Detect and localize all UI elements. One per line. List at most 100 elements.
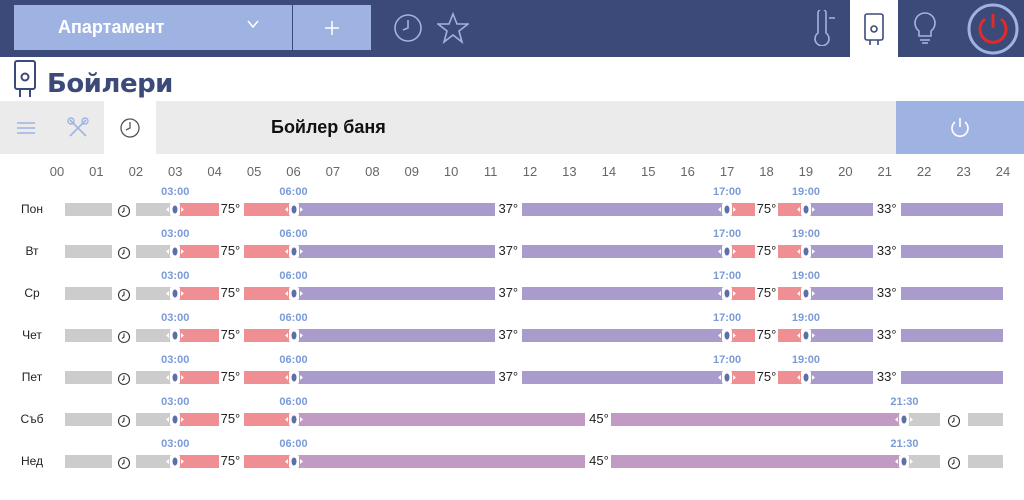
schedule-segment-grey[interactable] [64, 329, 113, 342]
schedule-segment-purple[interactable] [900, 203, 1003, 216]
drag-handle-icon[interactable] [796, 287, 815, 300]
drag-handle-icon[interactable] [718, 245, 737, 258]
schedule-segment-purple[interactable] [805, 287, 873, 300]
schedule-segment-grey[interactable] [64, 287, 113, 300]
schedule-segment-purple[interactable] [293, 329, 495, 342]
schedule-segment-purple[interactable] [522, 203, 728, 216]
schedule-segment-grey[interactable] [904, 455, 940, 468]
drag-handle-icon[interactable] [718, 371, 737, 384]
schedule-segment-grey[interactable] [64, 371, 113, 384]
schedule-segment-grey[interactable] [904, 413, 940, 426]
drag-handle-icon[interactable] [895, 455, 914, 468]
settings-button[interactable] [52, 101, 104, 154]
schedule-segment-red[interactable] [727, 329, 755, 342]
schedule-segment-grey[interactable] [135, 455, 176, 468]
drag-handle-icon[interactable] [166, 203, 185, 216]
schedule-segment-red[interactable] [727, 287, 755, 300]
drag-handle-icon[interactable] [166, 455, 185, 468]
schedule-segment-red[interactable] [175, 287, 219, 300]
schedule-segment-red[interactable] [778, 329, 806, 342]
schedule-segment-red[interactable] [175, 413, 219, 426]
schedule-segment-grey[interactable] [135, 203, 176, 216]
drag-handle-icon[interactable] [284, 371, 303, 384]
schedule-segment-mauve[interactable] [293, 413, 586, 426]
schedule-segment-purple[interactable] [522, 245, 728, 258]
schedule-segment-red[interactable] [244, 371, 294, 384]
schedule-segment-mauve[interactable] [610, 455, 905, 468]
drag-handle-icon[interactable] [718, 203, 737, 216]
drag-handle-icon[interactable] [284, 287, 303, 300]
schedule-segment-mauve[interactable] [610, 413, 905, 426]
schedule-segment-grey[interactable] [135, 371, 176, 384]
schedule-segment-purple[interactable] [522, 287, 728, 300]
drag-handle-icon[interactable] [166, 413, 185, 426]
schedule-segment-purple[interactable] [293, 245, 495, 258]
timer-icon[interactable] [117, 456, 131, 470]
drag-handle-icon[interactable] [718, 329, 737, 342]
schedule-segment-purple[interactable] [900, 287, 1003, 300]
schedule-segment-purple[interactable] [805, 203, 873, 216]
schedule-segment-grey[interactable] [135, 329, 176, 342]
schedule-segment-purple[interactable] [805, 371, 873, 384]
timer-icon[interactable] [117, 288, 131, 302]
drag-handle-icon[interactable] [796, 329, 815, 342]
schedule-segment-purple[interactable] [522, 371, 728, 384]
schedule-segment-grey[interactable] [64, 203, 113, 216]
add-button[interactable] [293, 5, 371, 50]
schedule-segment-purple[interactable] [293, 371, 495, 384]
schedule-segment-red[interactable] [727, 203, 755, 216]
schedule-segment-red[interactable] [244, 329, 294, 342]
thermostats-button[interactable] [803, 8, 843, 48]
schedule-segment-grey[interactable] [135, 413, 176, 426]
drag-handle-icon[interactable] [796, 203, 815, 216]
drag-handle-icon[interactable] [895, 413, 914, 426]
schedule-segment-purple[interactable] [293, 287, 495, 300]
schedule-segment-purple[interactable] [900, 245, 1003, 258]
timer-icon[interactable] [947, 414, 961, 428]
drag-handle-icon[interactable] [718, 287, 737, 300]
schedule-segment-red[interactable] [175, 455, 219, 468]
schedule-tab[interactable] [104, 101, 156, 154]
schedule-segment-grey[interactable] [135, 287, 176, 300]
list-view-button[interactable] [0, 101, 52, 154]
schedule-segment-grey[interactable] [64, 455, 113, 468]
timer-icon[interactable] [117, 372, 131, 386]
schedule-segment-red[interactable] [244, 455, 294, 468]
drag-handle-icon[interactable] [796, 245, 815, 258]
drag-handle-icon[interactable] [166, 245, 185, 258]
schedule-segment-purple[interactable] [900, 371, 1003, 384]
main-power-button[interactable] [962, 0, 1024, 57]
schedule-segment-grey[interactable] [64, 413, 113, 426]
schedule-segment-red[interactable] [727, 371, 755, 384]
schedule-segment-grey[interactable] [135, 245, 176, 258]
schedule-segment-purple[interactable] [900, 329, 1003, 342]
apartment-selector[interactable]: Апартамент [14, 5, 292, 50]
schedule-button[interactable] [388, 8, 428, 48]
timer-icon[interactable] [117, 330, 131, 344]
schedule-segment-grey[interactable] [64, 245, 113, 258]
favorites-button[interactable] [433, 8, 473, 48]
schedule-segment-red[interactable] [175, 245, 219, 258]
timer-icon[interactable] [117, 204, 131, 218]
schedule-segment-red[interactable] [175, 329, 219, 342]
timer-icon[interactable] [947, 456, 961, 470]
schedule-segment-purple[interactable] [522, 329, 728, 342]
drag-handle-icon[interactable] [166, 371, 185, 384]
drag-handle-icon[interactable] [796, 371, 815, 384]
schedule-segment-mauve[interactable] [293, 455, 586, 468]
drag-handle-icon[interactable] [284, 413, 303, 426]
drag-handle-icon[interactable] [284, 329, 303, 342]
schedule-segment-red[interactable] [175, 203, 219, 216]
drag-handle-icon[interactable] [166, 287, 185, 300]
schedule-segment-red[interactable] [778, 203, 806, 216]
drag-handle-icon[interactable] [284, 455, 303, 468]
schedule-segment-purple[interactable] [293, 203, 495, 216]
schedule-segment-red[interactable] [244, 413, 294, 426]
schedule-segment-red[interactable] [778, 287, 806, 300]
schedule-segment-red[interactable] [727, 245, 755, 258]
schedule-segment-red[interactable] [244, 203, 294, 216]
schedule-segment-purple[interactable] [805, 329, 873, 342]
schedule-segment-red[interactable] [244, 245, 294, 258]
timer-icon[interactable] [117, 414, 131, 428]
schedule-segment-grey[interactable] [967, 413, 1003, 426]
